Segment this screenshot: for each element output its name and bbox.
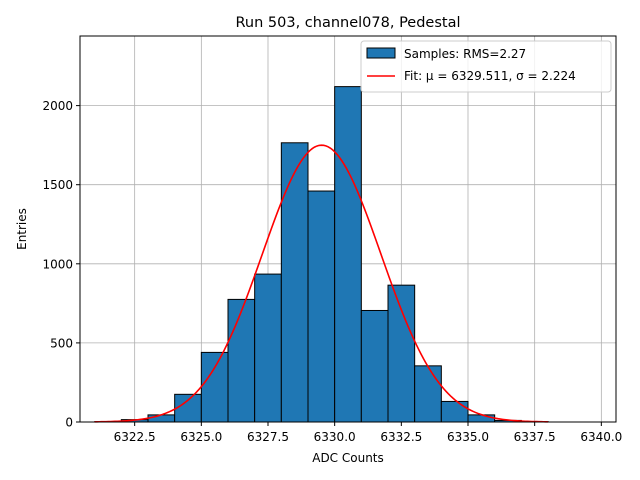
legend: Samples: RMS=2.27 Fit: μ = 6329.511, σ =… [360,40,612,93]
histogram-bar-9 [334,86,362,423]
histogram-bar-3 [174,393,202,423]
y-tick-label-0: 0 [65,416,73,430]
legend-label-fit: Fit: μ = 6329.511, σ = 2.224 [404,69,576,83]
x-tick-label-3: 6330.0 [314,430,356,444]
y-tick-label-1: 500 [50,336,73,350]
chart-title: Run 503, channel078, Pedestal [235,15,460,31]
histogram-bar-11 [387,284,416,423]
x-tick-label-7: 6340.0 [580,430,622,444]
x-tick-label-4: 6332.5 [380,430,422,444]
y-tick-label-3: 1500 [42,178,73,192]
y-axis-label: Entries [15,208,29,250]
x-tick-label-1: 6325.0 [180,430,222,444]
histogram-bar-10 [360,309,389,423]
y-tick-label-4: 2000 [42,99,73,113]
histogram-bar-14 [467,414,496,423]
histogram-bar-2 [147,414,176,423]
histogram-bar-7 [280,142,309,423]
x-tick-label-2: 6327.5 [247,430,289,444]
histogram-bars [94,86,549,423]
x-axis-label: ADC Counts [312,451,384,465]
histogram-bar-4 [200,351,229,423]
x-axis-ticks: 6322.5 6325.0 6327.5 6330.0 6332.5 6335.0 6337… [114,422,622,444]
plot-frame [79,35,617,423]
x-tick-label-5: 6335.0 [447,430,489,444]
x-tick-label-0: 6322.5 [114,430,156,444]
y-axis-ticks: 0 500 1000 1500 2000 [42,99,80,430]
histogram-bar-5 [227,298,256,423]
legend-label-samples: Samples: RMS=2.27 [404,47,526,61]
y-tick-label-2: 1000 [42,257,73,271]
histogram-bar-12 [414,365,442,423]
x-tick-label-6: 6337.5 [514,430,556,444]
legend-box [360,40,612,93]
histogram-bar-6 [254,273,282,423]
legend-swatch-samples [366,47,396,59]
fit-curve [94,144,549,423]
histogram-bar-8 [307,190,336,423]
histogram-bar-13 [440,400,469,423]
